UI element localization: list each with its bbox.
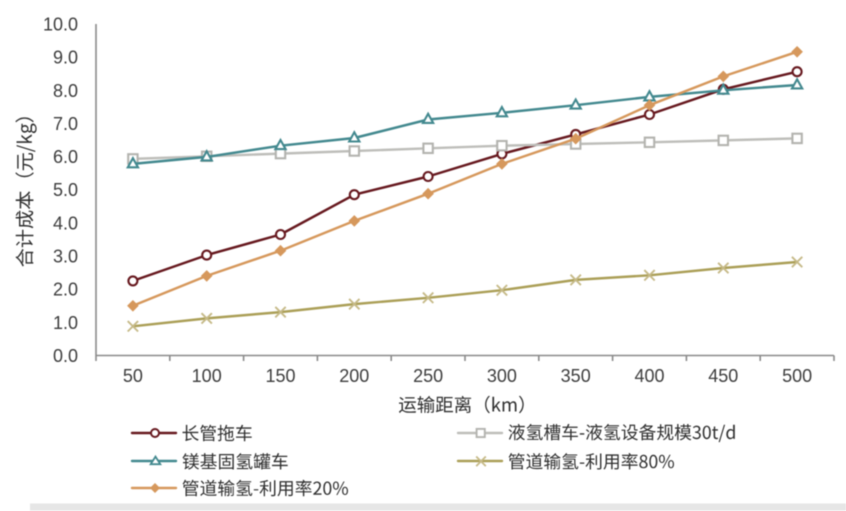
svg-text:8.0: 8.0 <box>53 81 78 101</box>
svg-text:500: 500 <box>782 366 812 386</box>
svg-text:400: 400 <box>634 366 664 386</box>
svg-text:200: 200 <box>339 366 369 386</box>
svg-text:50: 50 <box>123 366 143 386</box>
svg-text:10.0: 10.0 <box>43 15 78 35</box>
svg-text:300: 300 <box>487 366 517 386</box>
svg-text:3.0: 3.0 <box>53 247 78 267</box>
svg-text:350: 350 <box>561 366 591 386</box>
svg-text:6.0: 6.0 <box>53 147 78 167</box>
svg-text:5.0: 5.0 <box>53 180 78 200</box>
svg-text:150: 150 <box>265 366 295 386</box>
svg-text:9.0: 9.0 <box>53 48 78 68</box>
svg-text:4.0: 4.0 <box>53 213 78 233</box>
svg-text:1.0: 1.0 <box>53 313 78 333</box>
svg-text:0.0: 0.0 <box>53 346 78 366</box>
svg-text:7.0: 7.0 <box>53 114 78 134</box>
svg-text:250: 250 <box>413 366 443 386</box>
svg-text:100: 100 <box>192 366 222 386</box>
svg-text:450: 450 <box>708 366 738 386</box>
svg-text:2.0: 2.0 <box>53 280 78 300</box>
